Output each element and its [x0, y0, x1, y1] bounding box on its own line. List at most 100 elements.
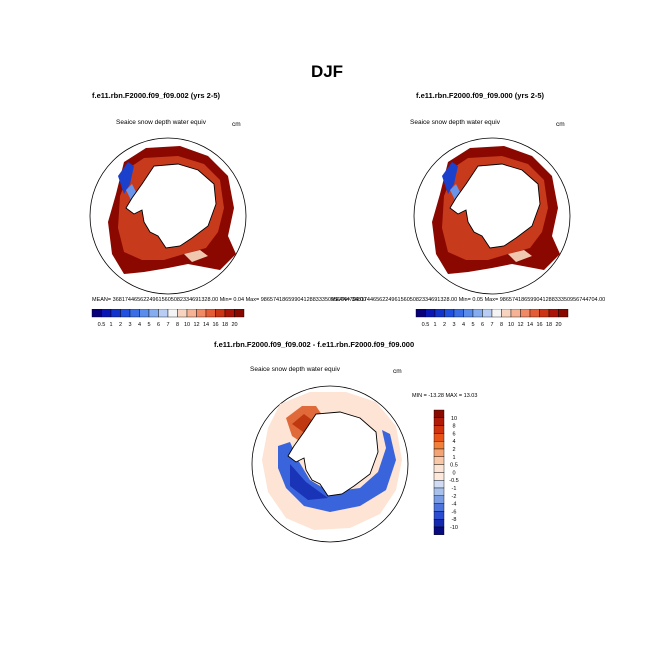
- colorbar-tick-label: 18: [546, 322, 552, 328]
- colorbar-tick-label: 7: [166, 322, 169, 328]
- colorbar-swatch: [520, 309, 531, 318]
- left-polar-map: [89, 137, 247, 295]
- diff-colorbar: 10 86 4 2 1 0.50 -0.5 -1 -2 -4-6 -8 -10: [433, 409, 459, 536]
- max-label: Max=: [245, 297, 260, 303]
- colorbar-swatch: [433, 464, 445, 473]
- max-value: 98657418659904128833350956744704.00: [260, 297, 367, 303]
- colorbar-tick-label: -8: [452, 517, 457, 523]
- right-stats: MEAN= 36817446562249615605082334691328.0…: [331, 297, 605, 303]
- diff-range-text: MIN = -13.28 MAX = 13.03: [412, 393, 478, 399]
- colorbar-tick-label: 2: [452, 447, 455, 453]
- colorbar-swatch: [425, 309, 436, 318]
- colorbar-swatch: [433, 503, 445, 512]
- colorbar-tick-label: 3: [452, 322, 455, 328]
- right-polar-map: [413, 137, 571, 295]
- left-panel-title: f.e11.rbn.F2000.f09_f09.002 (yrs 2-5): [92, 91, 220, 100]
- colorbar-tick-label: 1: [452, 455, 455, 461]
- colorbar-tick-label: 12: [517, 322, 523, 328]
- colorbar-tick-label: 16: [536, 322, 542, 328]
- colorbar-swatch: [558, 309, 569, 318]
- colorbar-swatch: [539, 309, 550, 318]
- diff-polar-map: [251, 385, 409, 543]
- colorbar-tick-label: -1: [452, 486, 457, 492]
- colorbar-swatch: [463, 309, 474, 318]
- min-label: Min=: [219, 297, 232, 303]
- colorbar-tick-label: 0.5: [450, 463, 458, 469]
- figure-title: DJF: [310, 62, 344, 81]
- colorbar-swatch: [101, 309, 112, 318]
- colorbar-swatch: [167, 309, 178, 318]
- colorbar-tick-label: 10: [508, 322, 514, 328]
- colorbar-tick-label: 8: [176, 322, 179, 328]
- colorbar-swatch: [215, 309, 226, 318]
- colorbar-swatch: [433, 526, 445, 536]
- colorbar-swatch: [177, 309, 188, 318]
- colorbar-swatch: [433, 511, 445, 520]
- colorbar-tick-label: 5: [147, 322, 150, 328]
- colorbar-swatch: [434, 309, 445, 318]
- colorbar-tick-label: 0.5: [422, 322, 430, 328]
- strong-negative-region: [290, 464, 328, 500]
- colorbar-tick-label: -0.5: [449, 478, 458, 484]
- colorbar-tick-label: 4: [452, 439, 455, 445]
- colorbar-tick-label: 0.5: [98, 322, 106, 328]
- colorbar-tick-label: 7: [490, 322, 493, 328]
- left-variable-label: Seaice snow depth water equiv: [116, 119, 206, 126]
- colorbar-swatch: [91, 309, 102, 318]
- colorbar-swatch: [482, 309, 493, 318]
- min-value: 0.04: [233, 297, 245, 303]
- colorbar-swatch: [196, 309, 207, 318]
- colorbar-tick-label: 6: [157, 322, 160, 328]
- antarctica-coastline: [287, 411, 379, 497]
- colorbar-tick-label: -2: [452, 494, 457, 500]
- colorbar-tick-label: 1: [433, 322, 436, 328]
- max-value: 98657418659904128833350956744704.00: [499, 297, 606, 303]
- colorbar-swatch: [501, 309, 512, 318]
- weddell-low-depth: [442, 162, 458, 194]
- colorbar-tick-label: 6: [481, 322, 484, 328]
- colorbar-swatch: [110, 309, 121, 318]
- colorbar-tick-label: 8: [500, 322, 503, 328]
- colorbar-swatch: [433, 433, 445, 442]
- colorbar-tick-label: 14: [527, 322, 533, 328]
- colorbar-swatch: [415, 309, 426, 318]
- colorbar-tick-label: 10: [451, 416, 457, 422]
- left-stats: MEAN= 36817446562249615605082334691328.0…: [92, 297, 366, 303]
- colorbar-swatch: [433, 441, 445, 450]
- diff-variable-label: Seaice snow depth water equiv: [250, 366, 340, 373]
- mean-value: 36817446562249615605082334691328.00: [351, 297, 458, 303]
- colorbar-swatch: [224, 309, 235, 318]
- right-units-label: cm: [556, 121, 565, 128]
- colorbar-tick-label: 5: [471, 322, 474, 328]
- colorbar-tick-label: 2: [119, 322, 122, 328]
- colorbar-swatch: [433, 417, 445, 426]
- colorbar-tick-label: 4: [138, 322, 141, 328]
- moderate-depth-patch: [508, 250, 532, 262]
- colorbar-tick-label: 14: [203, 322, 209, 328]
- colorbar-tick-label: -6: [452, 509, 457, 515]
- colorbar-swatch: [433, 487, 445, 497]
- colorbar-tick-label: -10: [450, 525, 458, 531]
- mean-value: 36817446562249615605082334691328.00: [112, 297, 219, 303]
- colorbar-swatch: [234, 309, 245, 318]
- diff-panel-title: f.e11.rbn.F2000.f09_f09.002 - f.e11.rbn.…: [214, 340, 415, 349]
- colorbar-swatch: [139, 309, 150, 318]
- colorbar-tick-label: 0: [452, 470, 455, 476]
- colorbar-tick-label: -4: [452, 502, 457, 508]
- right-colorbar: 0.5 1 2 3 4 5 6 7 8 10 12 14 16 18 20: [415, 309, 569, 328]
- colorbar-swatch: [158, 309, 169, 318]
- left-colorbar: 0.5 1 2 3 4 5 6 7 8 10 12 14 16 18 20: [91, 309, 245, 328]
- colorbar-tick-label: 20: [555, 322, 561, 328]
- min-label: Min=: [458, 297, 471, 303]
- colorbar-swatch: [148, 309, 159, 318]
- diff-units-label: cm: [393, 368, 402, 375]
- right-panel-title: f.e11.rbn.F2000.f09_f09.000 (yrs 2-5): [416, 91, 544, 100]
- right-variable-label: Seaice snow depth water equiv: [410, 119, 500, 126]
- moderate-depth-patch: [184, 250, 208, 262]
- colorbar-swatch: [433, 409, 445, 419]
- colorbar-swatch: [129, 309, 140, 318]
- colorbar-tick-label: 16: [212, 322, 218, 328]
- colorbar-swatch: [529, 309, 540, 318]
- colorbar-tick-label: 6: [452, 431, 455, 437]
- colorbar-tick-label: 20: [231, 322, 237, 328]
